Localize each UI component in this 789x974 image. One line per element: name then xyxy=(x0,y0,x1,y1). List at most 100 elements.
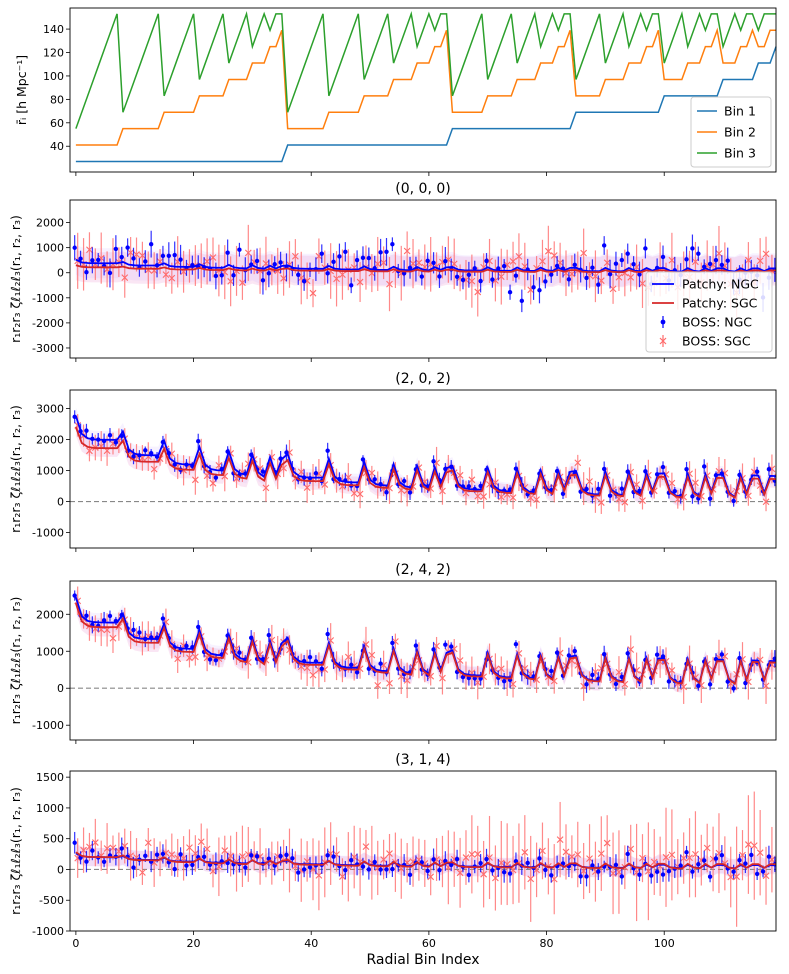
boss-ngc-point xyxy=(572,262,577,268)
boss-ngc-point xyxy=(366,867,372,872)
boss-ngc-point xyxy=(260,278,266,283)
boss-sgc-point xyxy=(639,280,646,287)
boss-sgc-point xyxy=(221,847,229,854)
boss-ngc-point xyxy=(725,679,730,684)
boss-sgc-point xyxy=(209,867,217,875)
boss-sgc-point xyxy=(568,270,576,278)
y-tick-label: 100 xyxy=(43,70,64,83)
boss-sgc-point xyxy=(692,479,699,487)
boss-ngc-point xyxy=(754,469,760,474)
boss-ngc-point xyxy=(484,258,489,264)
boss-ngc-point xyxy=(354,670,360,675)
boss-sgc-point xyxy=(127,249,135,257)
boss-sgc-point xyxy=(191,653,199,661)
boss-ngc-point xyxy=(684,850,689,855)
boss-ngc-point xyxy=(537,288,542,293)
boss-ngc-point xyxy=(137,630,142,635)
boss-sgc-point xyxy=(668,256,676,264)
boss-ngc-point xyxy=(566,277,572,282)
zeta-y-axis-label: r₁r₂r₃ ζℓ₁ℓ₂ℓ₃(r₁, r₂, r₃) xyxy=(8,597,23,725)
boss-ngc-point xyxy=(543,279,548,284)
boss-ngc-point xyxy=(354,257,360,263)
y-tick-label: 0 xyxy=(57,496,64,509)
boss-sgc-point xyxy=(744,256,752,264)
boss-ngc-point xyxy=(584,486,589,492)
zeta-axes-frame xyxy=(69,389,777,549)
y-tick-label: 1000 xyxy=(36,802,64,815)
boss-ngc-point xyxy=(319,251,324,256)
boss-ngc-point xyxy=(343,249,348,255)
boss-ngc-point xyxy=(713,856,719,861)
boss-sgc-point xyxy=(80,846,87,854)
boss-sgc-point xyxy=(109,844,117,852)
boss-ngc-point xyxy=(90,848,95,853)
boss-sgc-point xyxy=(539,847,546,855)
boss-sgc-point xyxy=(739,851,746,859)
boss-sgc-point xyxy=(680,854,688,862)
boss-sgc-point xyxy=(497,859,505,867)
boss-ngc-point xyxy=(131,256,136,261)
boss-ngc-point xyxy=(190,862,195,868)
boss-ngc-point xyxy=(325,853,330,858)
boss-sgc-point xyxy=(297,468,305,476)
boss-ngc-point xyxy=(431,260,436,265)
boss-sgc-point xyxy=(603,839,611,847)
boss-ngc-point xyxy=(119,254,124,260)
boss-sgc-point xyxy=(303,664,311,672)
y-tick-label: 80 xyxy=(50,93,64,106)
boss-ngc-point xyxy=(296,272,301,277)
patchy-ngc-mean-line xyxy=(75,258,776,273)
y-tick-label: 3000 xyxy=(36,403,64,416)
boss-ngc-point xyxy=(484,856,489,862)
boss-ngc-point xyxy=(178,257,183,262)
boss-ngc-point xyxy=(390,242,395,247)
boss-ngc-point xyxy=(731,498,736,504)
boss-ngc-point xyxy=(107,270,113,276)
boss-ngc-point xyxy=(696,862,701,867)
boss-sgc-point xyxy=(356,278,364,286)
y-tick-label: -1000 xyxy=(32,719,64,732)
boss-ngc-point xyxy=(266,271,272,276)
boss-sgc-point xyxy=(244,249,252,257)
boss-sgc-point xyxy=(480,870,488,878)
radii-legend-label: Bin 1 xyxy=(724,104,756,119)
boss-ngc-point xyxy=(749,852,754,858)
x-tick-label: 40 xyxy=(304,937,318,950)
boss-ngc-point xyxy=(531,285,536,290)
boss-ngc-point xyxy=(472,266,477,271)
boss-ngc-point xyxy=(437,274,442,279)
boss-sgc-point xyxy=(144,839,152,847)
radii-legend-label: Bin 2 xyxy=(724,125,756,140)
boss-ngc-point xyxy=(507,290,513,295)
radii-legend: Bin 1 Bin 2 Bin 3 xyxy=(690,96,772,168)
boss-ngc-point xyxy=(266,632,272,638)
boss-ngc-point xyxy=(513,642,519,647)
boss-sgc-point xyxy=(303,484,311,492)
boss-ngc-point xyxy=(719,262,725,268)
panel-title: (3, 1, 4) xyxy=(395,752,450,768)
boss-ngc-point xyxy=(107,613,113,619)
boss-ngc-point xyxy=(101,859,107,864)
boss-ngc-point xyxy=(719,652,725,657)
radii-line-bin-3 xyxy=(75,10,776,129)
boss-sgc-point xyxy=(574,459,582,467)
boss-ngc-point xyxy=(213,475,219,480)
y-tick-label: 500 xyxy=(43,833,64,846)
boss-sgc-point xyxy=(280,274,287,282)
boss-sgc-point xyxy=(427,873,435,881)
boss-ngc-point xyxy=(684,257,689,262)
boss-sgc-point xyxy=(450,260,458,268)
boss-ngc-point xyxy=(360,864,366,869)
boss-ngc-point xyxy=(619,674,625,680)
boss-sgc-point xyxy=(374,682,382,689)
boss-sgc-point xyxy=(550,252,558,259)
boss-ngc-point xyxy=(690,869,695,874)
boss-ngc-point xyxy=(231,273,236,278)
boss-sgc-point xyxy=(362,843,370,851)
boss-sgc-point xyxy=(668,667,676,674)
boss-sgc-point xyxy=(456,471,464,479)
boss-sgc-point xyxy=(639,854,646,862)
boss-sgc-point xyxy=(662,853,670,861)
boss-sgc-point xyxy=(627,273,635,281)
